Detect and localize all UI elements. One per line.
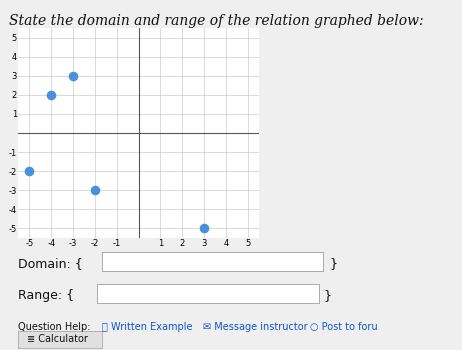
Text: ≣ Calculator: ≣ Calculator [27, 335, 88, 344]
Text: State the domain and range of the relation graphed below:: State the domain and range of the relati… [9, 14, 424, 28]
Text: ✉ Message instructor: ✉ Message instructor [203, 322, 308, 332]
Point [69, 73, 77, 78]
Text: Range: {: Range: { [18, 288, 74, 302]
Text: ○ Post to foru: ○ Post to foru [310, 322, 377, 332]
Text: Question Help:: Question Help: [18, 322, 91, 332]
Point [201, 226, 208, 231]
Text: Domain: {: Domain: { [18, 257, 83, 270]
Text: ⎘ Written Example: ⎘ Written Example [102, 322, 192, 332]
Text: }: } [323, 288, 331, 302]
Point [48, 92, 55, 98]
Text: }: } [329, 257, 337, 270]
Point [91, 188, 98, 193]
Point [26, 168, 33, 174]
